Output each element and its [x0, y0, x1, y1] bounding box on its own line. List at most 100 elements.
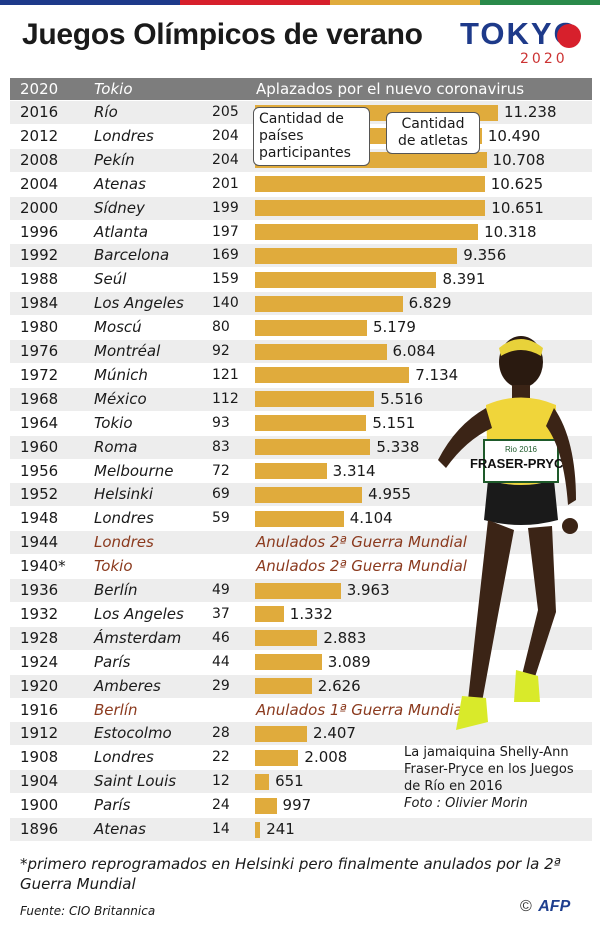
tokyo-2020-logo: TOKYO 2020 — [460, 16, 585, 68]
athletes-value-label: 5.338 — [376, 437, 420, 456]
row-country-count: 37 — [212, 605, 230, 622]
athletes-bar — [255, 343, 387, 360]
athletes-value-label: 5.516 — [380, 389, 424, 408]
athletes-bar — [255, 654, 322, 671]
logo-year: 2020 — [520, 51, 568, 67]
row-city: Ámsterdam — [94, 628, 182, 647]
callout-athletes: Cantidad de atletas — [386, 112, 480, 154]
row-year: 1996 — [20, 222, 59, 241]
row-country-count: 14 — [212, 821, 230, 837]
row-city: París — [94, 796, 131, 815]
athletes-bar — [255, 797, 277, 814]
athletes-value-label: 10.708 — [492, 150, 546, 169]
row-country-count: 140 — [212, 295, 239, 312]
row-city: Roma — [94, 437, 138, 456]
row-background — [10, 746, 592, 770]
athletes-value-label: 651 — [275, 772, 304, 791]
athletes-bar — [255, 749, 299, 766]
row-year: 1896 — [20, 820, 59, 838]
athletes-bar — [255, 463, 327, 479]
athletes-value-label: 3.963 — [346, 581, 390, 599]
athletes-value-label: 2.008 — [304, 748, 348, 767]
athletes-bar — [255, 725, 308, 742]
row-cancelled-note: Anulados 1ª Guerra Mundial — [256, 700, 467, 719]
row-country-count: 204 — [212, 151, 239, 168]
row-country-count: 204 — [212, 127, 239, 144]
athletes-value-label: 11.238 — [504, 103, 557, 121]
row-city: París — [94, 652, 131, 671]
row-year: 1904 — [20, 772, 59, 791]
row-country-count: 24 — [212, 797, 230, 814]
athletes-value-label: 4.104 — [349, 509, 393, 528]
athletes-bar — [255, 486, 363, 503]
athletes-value-label: 241 — [266, 820, 295, 838]
athlete-bib-sub: Rio 2016 — [505, 445, 538, 454]
row-year: 1964 — [20, 413, 59, 432]
row-year: 1976 — [20, 342, 59, 360]
row-year: 1932 — [20, 604, 59, 623]
header-city: Tokio — [94, 80, 133, 98]
row-year: 1968 — [20, 389, 59, 408]
athletes-value-label: 6.829 — [408, 294, 452, 313]
top-color-strip — [0, 0, 600, 5]
logo-red-dot-icon — [557, 24, 581, 48]
row-background — [10, 818, 592, 841]
row-city: Helsinki — [94, 485, 154, 504]
row-country-count: 121 — [212, 366, 239, 383]
source: Fuente: CIO Britannica — [20, 904, 156, 918]
athletes-bar — [255, 176, 485, 193]
header-year: 2020 — [20, 80, 59, 98]
page-title: Juegos Olímpicos de verano — [22, 18, 423, 51]
row-country-count: 22 — [212, 749, 230, 766]
row-year: 1984 — [20, 294, 59, 313]
row-country-count: 159 — [212, 271, 239, 288]
athletes-value-label: 9.356 — [463, 246, 507, 265]
row-year: 1992 — [20, 246, 59, 265]
athletes-value-label: 10.625 — [490, 174, 544, 193]
athletes-bar — [255, 606, 284, 623]
row-city: Los Angeles — [94, 604, 184, 623]
row-country-count: 92 — [212, 343, 230, 359]
athletes-bar — [255, 773, 270, 790]
athletes-bar — [255, 630, 318, 647]
row-city: México — [94, 389, 147, 408]
row-year: 1920 — [20, 676, 59, 695]
row-year: 1952 — [20, 485, 59, 504]
row-year: 1948 — [20, 509, 59, 528]
athletes-value-label: 2.883 — [323, 628, 367, 647]
row-year: 1916 — [20, 700, 59, 719]
row-city: Barcelona — [94, 246, 170, 265]
row-country-count: 59 — [212, 510, 230, 527]
athletes-bar — [255, 439, 371, 456]
athletes-bar — [255, 367, 410, 384]
athletes-value-label: 1.332 — [289, 604, 333, 623]
row-country-count: 83 — [212, 438, 230, 455]
row-country-count: 44 — [212, 653, 230, 670]
athletes-value-label: 3.089 — [327, 652, 371, 671]
athlete-illustration: FRASER-PRYCE Rio 2016 — [438, 336, 578, 730]
row-city: Estocolmo — [94, 724, 172, 743]
row-city: Londres — [94, 126, 154, 145]
row-country-count: 205 — [212, 104, 239, 120]
row-city: Sídney — [94, 198, 145, 217]
row-city: Berlín — [94, 700, 138, 719]
row-city: Amberes — [94, 676, 161, 695]
row-year: 1972 — [20, 365, 59, 384]
athletes-bar — [255, 247, 458, 264]
athletes-value-label: 5.179 — [372, 318, 416, 337]
row-country-count: 112 — [212, 390, 239, 407]
athletes-bar — [255, 678, 312, 695]
row-city: Pekín — [94, 150, 135, 169]
row-country-count: 28 — [212, 725, 230, 742]
athletes-bar — [255, 510, 344, 527]
athletes-bar — [255, 200, 486, 217]
header-note: Aplazados por el nuevo coronavirus — [256, 80, 525, 98]
chart-header-row: 2020 Tokio Aplazados por el nuevo corona… — [10, 78, 592, 100]
athletes-bar — [255, 271, 437, 288]
row-country-count: 197 — [212, 223, 239, 240]
row-city: Río — [94, 103, 118, 121]
row-cancelled-note: Anulados 2ª Guerra Mundial — [256, 533, 467, 552]
athletes-bar — [255, 319, 367, 336]
athletes-value-label: 5.151 — [372, 413, 416, 432]
athletes-value-label: 2.407 — [313, 724, 356, 743]
